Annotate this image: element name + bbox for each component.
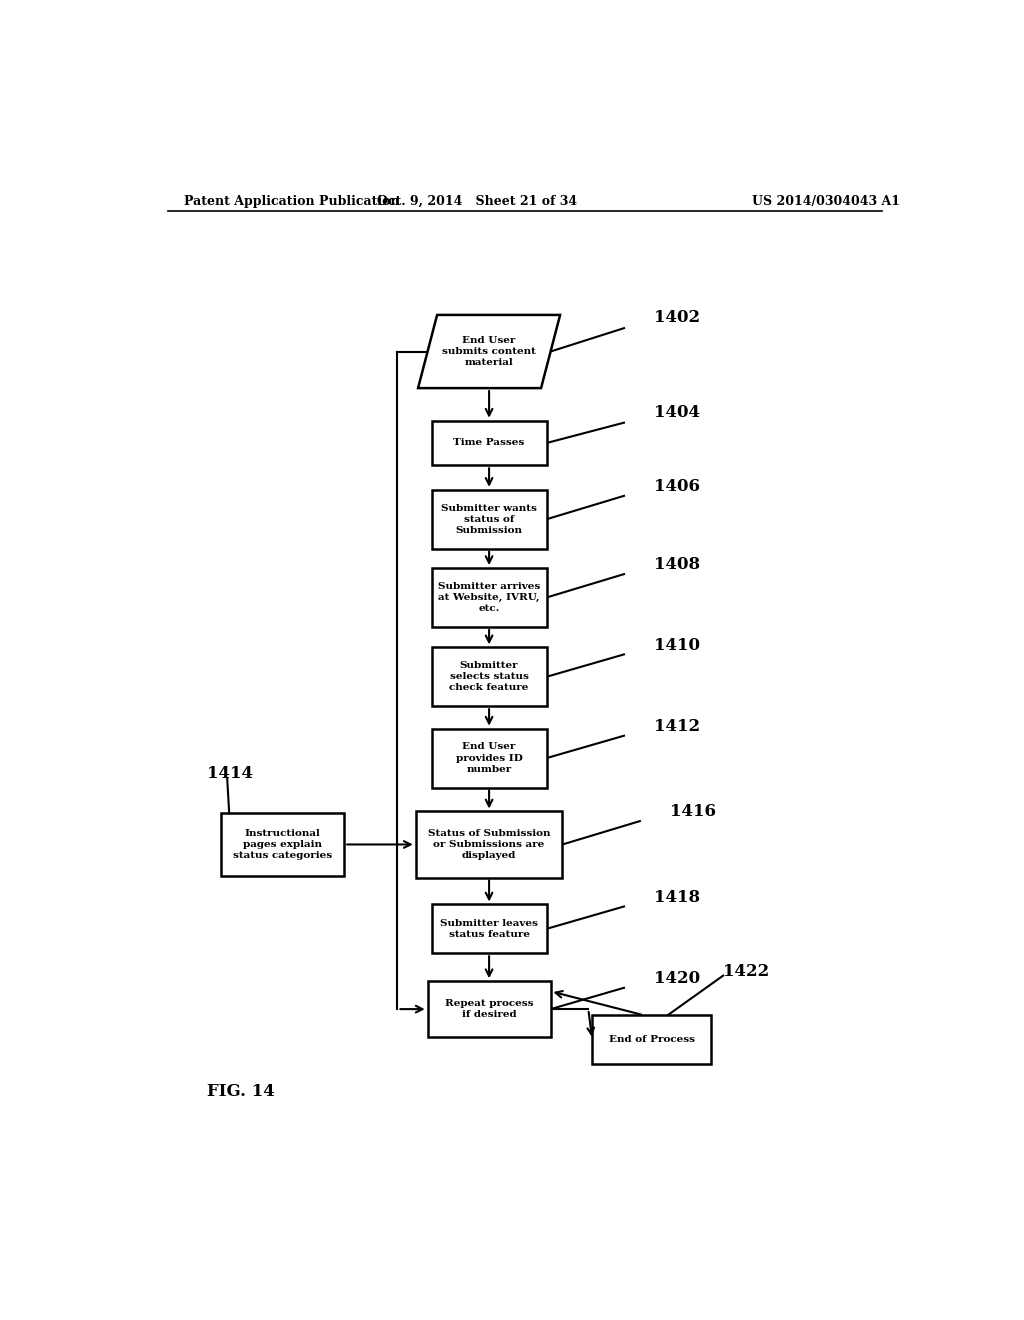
FancyBboxPatch shape <box>431 490 547 549</box>
Text: 1422: 1422 <box>723 964 769 979</box>
FancyBboxPatch shape <box>416 812 562 878</box>
Text: 1416: 1416 <box>670 804 716 821</box>
FancyBboxPatch shape <box>431 647 547 706</box>
FancyBboxPatch shape <box>592 1015 712 1064</box>
Text: Repeat process
if desired: Repeat process if desired <box>444 999 534 1019</box>
Text: 1414: 1414 <box>207 764 253 781</box>
FancyBboxPatch shape <box>431 421 547 466</box>
Text: Submitter wants
status of
Submission: Submitter wants status of Submission <box>441 504 537 535</box>
Text: Oct. 9, 2014   Sheet 21 of 34: Oct. 9, 2014 Sheet 21 of 34 <box>377 194 578 207</box>
Text: Time Passes: Time Passes <box>454 438 524 447</box>
Text: Submitter arrives
at Website, IVRU,
etc.: Submitter arrives at Website, IVRU, etc. <box>438 582 541 612</box>
Text: 1418: 1418 <box>654 888 700 906</box>
Text: Submitter leaves
status feature: Submitter leaves status feature <box>440 919 538 939</box>
Text: 1412: 1412 <box>654 718 700 735</box>
Polygon shape <box>418 315 560 388</box>
Text: End User
submits content
material: End User submits content material <box>442 335 536 367</box>
FancyBboxPatch shape <box>431 904 547 953</box>
Text: 1402: 1402 <box>654 309 700 326</box>
Text: US 2014/0304043 A1: US 2014/0304043 A1 <box>753 194 900 207</box>
Text: 1406: 1406 <box>654 478 700 495</box>
FancyBboxPatch shape <box>221 813 344 876</box>
Text: Submitter
selects status
check feature: Submitter selects status check feature <box>450 661 528 693</box>
Text: End of Process: End of Process <box>609 1035 694 1044</box>
Text: 1420: 1420 <box>654 970 700 987</box>
Text: FIG. 14: FIG. 14 <box>207 1082 275 1100</box>
Text: Patent Application Publication: Patent Application Publication <box>183 194 399 207</box>
Text: 1404: 1404 <box>654 404 700 421</box>
FancyBboxPatch shape <box>428 981 551 1038</box>
FancyBboxPatch shape <box>431 729 547 788</box>
FancyBboxPatch shape <box>431 568 547 627</box>
Text: End User
provides ID
number: End User provides ID number <box>456 742 522 774</box>
Text: Instructional
pages explain
status categories: Instructional pages explain status categ… <box>233 829 333 861</box>
Text: Status of Submission
or Submissions are
displayed: Status of Submission or Submissions are … <box>428 829 550 861</box>
Text: 1410: 1410 <box>654 636 700 653</box>
Text: 1408: 1408 <box>654 557 700 573</box>
